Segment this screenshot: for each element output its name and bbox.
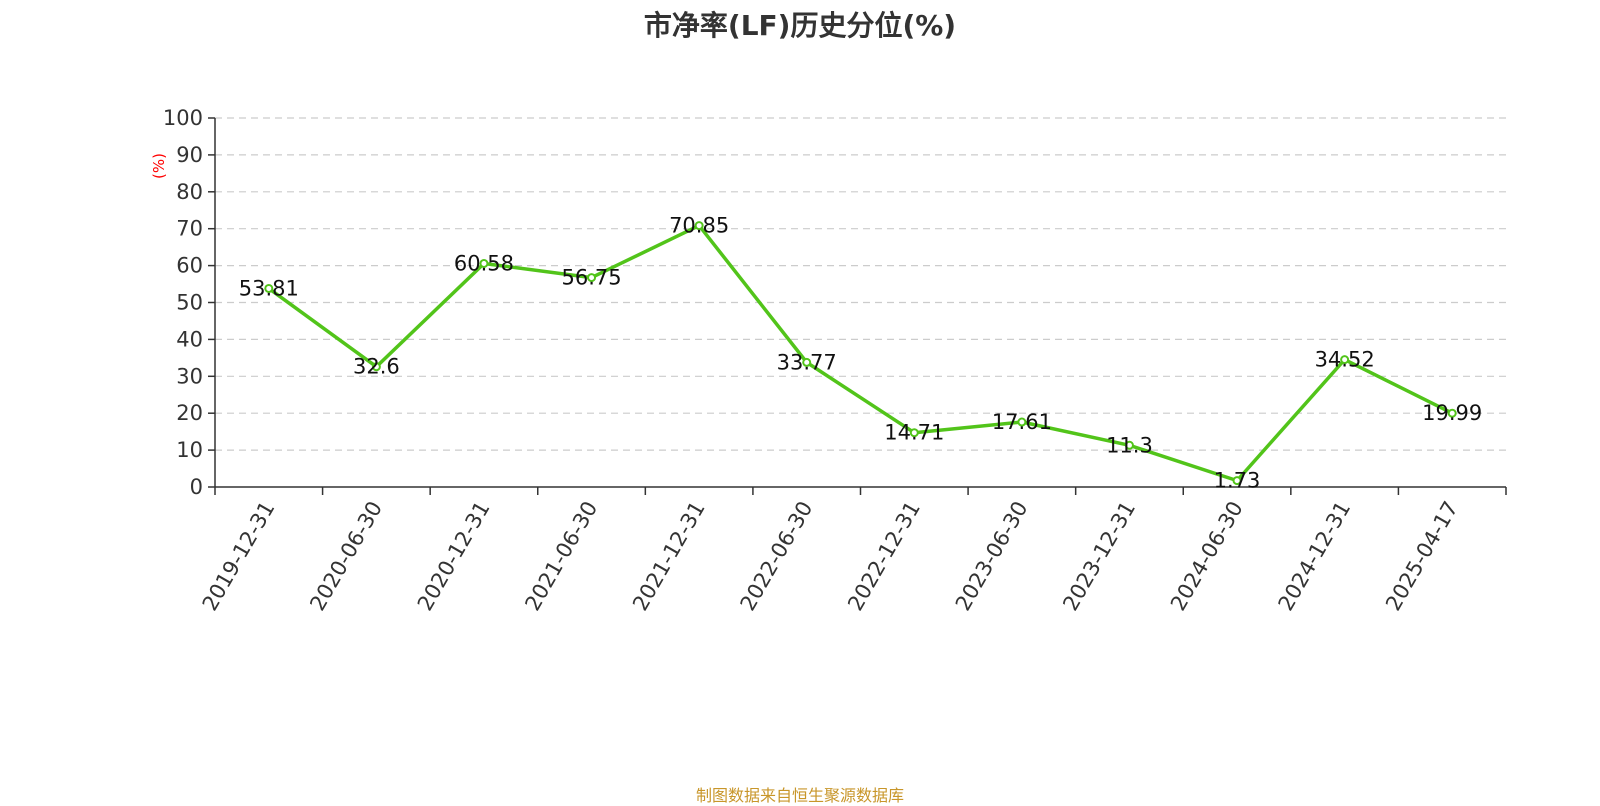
data-label: 60.58 xyxy=(454,251,514,275)
x-tick-label: 2021-06-30 xyxy=(520,497,602,615)
data-point xyxy=(479,258,489,268)
x-tick-label: 2020-06-30 xyxy=(305,497,387,615)
y-tick-label: 10 xyxy=(176,438,203,462)
x-tick-label: 2023-12-31 xyxy=(1058,497,1140,615)
y-tick-label: 80 xyxy=(176,180,203,204)
y-tick-label: 70 xyxy=(176,217,203,241)
data-label: 14.71 xyxy=(884,421,944,445)
data-point xyxy=(802,357,812,367)
chart-title: 市净率(LF)历史分位(%) xyxy=(643,9,957,42)
data-label: 17.61 xyxy=(992,410,1052,434)
x-tick-label: 2024-12-31 xyxy=(1274,497,1356,615)
y-tick-label: 100 xyxy=(163,106,203,130)
x-tick-label: 2025-04-17 xyxy=(1381,497,1463,615)
data-point xyxy=(1340,355,1350,365)
y-tick-label: 20 xyxy=(176,401,203,425)
data-label: 34.52 xyxy=(1315,348,1375,372)
data-point xyxy=(264,283,274,293)
data-label: 33.77 xyxy=(777,350,837,374)
data-point xyxy=(909,428,919,438)
y-tick-label: 0 xyxy=(190,475,203,499)
y-tick-label: 40 xyxy=(176,327,203,351)
data-label: 19.99 xyxy=(1422,401,1482,425)
data-label: 56.75 xyxy=(561,266,621,290)
x-tick-label: 2022-12-31 xyxy=(843,497,925,615)
data-point xyxy=(1017,417,1027,427)
series-line xyxy=(267,223,1453,483)
series xyxy=(264,221,1457,486)
y-tick-label: 90 xyxy=(176,143,203,167)
x-tick-label: 2021-12-31 xyxy=(628,497,710,615)
data-labels: 53.81 32.6 60.58 56.75 70.85 33.77 14.71 17.61 1… xyxy=(239,214,1483,493)
grid-lines xyxy=(215,117,1506,451)
x-tick-label: 2024-06-30 xyxy=(1166,497,1248,615)
y-tick-label: 30 xyxy=(176,364,203,388)
data-label: 70.85 xyxy=(669,214,729,238)
data-label: 53.81 xyxy=(239,276,299,300)
data-point xyxy=(587,273,597,283)
data-label: 32.6 xyxy=(353,355,400,379)
x-tick-label: 2020-12-31 xyxy=(413,497,495,615)
data-label: 1.73 xyxy=(1214,469,1261,493)
x-tick-label: 2019-12-31 xyxy=(198,497,280,615)
y-tick-label: 60 xyxy=(176,254,203,278)
data-point xyxy=(1124,440,1134,450)
data-point xyxy=(371,362,381,372)
data-point xyxy=(1447,408,1457,418)
data-point xyxy=(1232,476,1242,486)
x-tick-label: 2022-06-30 xyxy=(736,497,818,615)
source-note: 制图数据来自恒生聚源数据库 xyxy=(695,786,904,805)
x-tick-label: 2023-06-30 xyxy=(951,497,1033,615)
data-point xyxy=(694,221,704,231)
y-tick-label: 50 xyxy=(176,291,203,315)
data-label: 11.3 xyxy=(1106,433,1153,457)
